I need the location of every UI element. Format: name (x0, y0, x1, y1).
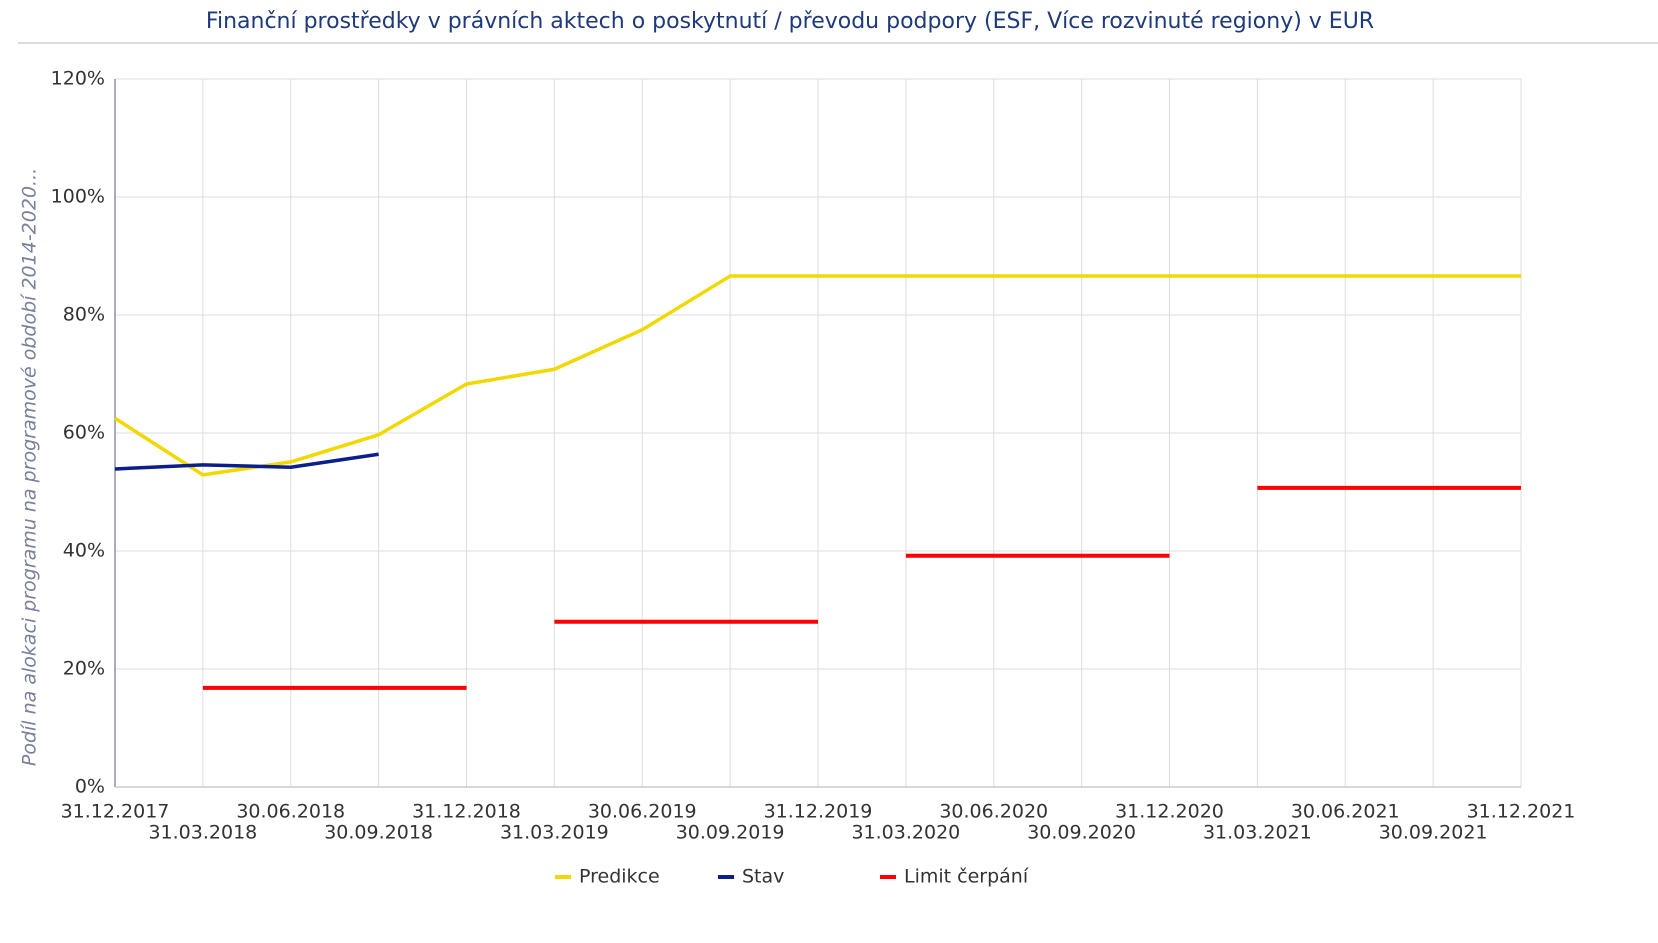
x-tick-label: 30.09.2019 (676, 822, 785, 844)
x-tick-label: 31.03.2020 (851, 822, 960, 844)
x-tick-label: 30.06.2020 (939, 801, 1048, 823)
series-line (114, 452, 379, 471)
x-tick-label: 31.12.2017 (61, 801, 170, 823)
y-tick-label: 0% (75, 776, 105, 798)
x-tick-label: 30.09.2021 (1379, 822, 1488, 844)
x-tick-label: 31.12.2019 (764, 801, 873, 823)
x-tick-label: 31.12.2018 (412, 801, 521, 823)
x-tick-label: 31.12.2020 (1115, 801, 1224, 823)
x-tick-label: 30.06.2018 (236, 801, 345, 823)
y-axis-label: Podíl na alokaci programu na programové … (19, 168, 41, 766)
x-tick-label: 31.03.2019 (500, 822, 609, 844)
y-tick-label: 40% (63, 540, 105, 562)
y-tick-label: 80% (63, 304, 105, 326)
y-tick-label: 60% (63, 422, 105, 444)
chart-title: Finanční prostředky v právních aktech o … (206, 9, 1374, 34)
y-tick-label: 20% (63, 658, 105, 680)
x-tick-label: 30.06.2021 (1291, 801, 1400, 823)
legend-label: Limit čerpání (904, 866, 1029, 888)
x-tick-label: 30.09.2018 (324, 822, 433, 844)
x-tick-label: 30.06.2019 (588, 801, 697, 823)
y-tick-label: 120% (51, 68, 105, 90)
series-line (114, 274, 1521, 477)
legend-label: Predikce (579, 866, 660, 888)
x-tick-label: 31.12.2021 (1467, 801, 1576, 823)
x-tick-label: 31.03.2018 (148, 822, 257, 844)
legend-label: Stav (742, 866, 784, 888)
x-tick-label: 31.03.2021 (1203, 822, 1312, 844)
y-tick-label: 100% (51, 186, 105, 208)
x-tick-label: 30.09.2020 (1027, 822, 1136, 844)
